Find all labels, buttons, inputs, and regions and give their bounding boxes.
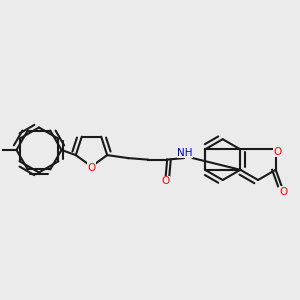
Text: O: O bbox=[162, 176, 170, 187]
Text: NH: NH bbox=[177, 148, 193, 158]
Text: O: O bbox=[273, 147, 281, 157]
Text: O: O bbox=[279, 187, 287, 197]
Text: O: O bbox=[87, 163, 96, 173]
